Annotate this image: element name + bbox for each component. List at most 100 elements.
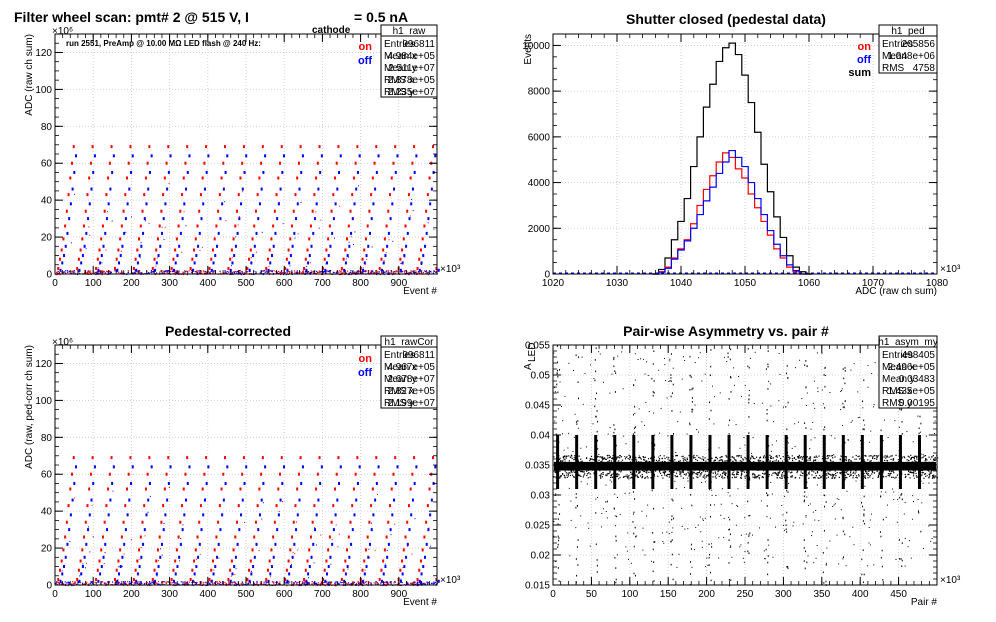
asym-point bbox=[569, 474, 572, 477]
data-point-off bbox=[327, 254, 330, 258]
data-point-baseline bbox=[293, 583, 295, 585]
data-point-off bbox=[363, 572, 366, 576]
data-point-sparse bbox=[394, 523, 396, 525]
data-point-on bbox=[100, 548, 103, 552]
asym-point bbox=[663, 471, 666, 473]
data-point-baseline bbox=[108, 271, 110, 273]
asym-point bbox=[857, 455, 859, 458]
data-point-baseline bbox=[74, 582, 76, 585]
data-point-baseline bbox=[227, 270, 229, 273]
data-point-baseline bbox=[71, 272, 73, 274]
asym-point bbox=[665, 463, 667, 465]
data-point-on bbox=[88, 487, 91, 491]
grid-raw bbox=[54, 34, 437, 275]
data-point-baseline bbox=[332, 271, 335, 274]
data-point-off bbox=[308, 565, 311, 569]
asym-point bbox=[779, 469, 781, 471]
data-point-off bbox=[317, 498, 320, 502]
asym-outlier bbox=[577, 564, 579, 566]
asym-point bbox=[731, 456, 733, 458]
asym-point bbox=[771, 465, 773, 468]
data-point-sparse bbox=[308, 577, 310, 579]
asym-point bbox=[770, 464, 773, 466]
asym-point bbox=[867, 467, 870, 469]
data-point-off bbox=[143, 217, 146, 221]
data-point-baseline bbox=[307, 271, 310, 273]
asym-point bbox=[800, 455, 802, 458]
data-point-baseline bbox=[95, 273, 97, 276]
asym-point bbox=[618, 460, 620, 462]
asym-point bbox=[869, 474, 871, 476]
asym-point bbox=[663, 472, 666, 475]
asym-point bbox=[779, 477, 781, 479]
data-point-off bbox=[346, 254, 349, 258]
data-point-baseline bbox=[176, 270, 178, 273]
data-point-off bbox=[396, 154, 399, 158]
asym-point bbox=[617, 473, 619, 475]
data-point-sparse bbox=[85, 562, 87, 564]
data-point-sparse bbox=[347, 568, 349, 570]
data-point-baseline bbox=[426, 272, 428, 274]
asym-point bbox=[882, 470, 884, 472]
asym-point bbox=[784, 477, 786, 479]
data-point-baseline bbox=[162, 583, 164, 585]
asym-point bbox=[752, 472, 754, 475]
data-point-on bbox=[83, 224, 86, 228]
data-point-baseline bbox=[303, 581, 306, 583]
asym-point bbox=[675, 476, 677, 478]
data-point-baseline bbox=[133, 271, 136, 273]
data-point-off bbox=[109, 498, 112, 502]
data-point-baseline bbox=[396, 270, 398, 272]
asym-point bbox=[666, 475, 668, 477]
data-point-off bbox=[131, 465, 134, 469]
data-point-baseline bbox=[141, 582, 143, 585]
data-point-on bbox=[126, 176, 129, 180]
data-point-baseline bbox=[185, 582, 187, 584]
asym-point bbox=[588, 472, 590, 474]
data-point-sparse bbox=[362, 267, 364, 269]
data-point-baseline bbox=[276, 271, 278, 273]
y-tick-label: 100 bbox=[35, 396, 52, 407]
asym-point bbox=[771, 474, 773, 476]
data-point-off bbox=[69, 513, 72, 517]
data-point-on bbox=[115, 257, 118, 261]
asym-point bbox=[667, 462, 669, 464]
data-point-baseline bbox=[121, 581, 123, 583]
data-point-baseline bbox=[240, 273, 242, 276]
data-point-baseline bbox=[137, 270, 139, 272]
data-point-sparse bbox=[88, 226, 90, 228]
asym-point bbox=[867, 473, 869, 475]
asym-point bbox=[811, 466, 813, 469]
asym-point bbox=[763, 457, 765, 459]
data-point-baseline bbox=[273, 270, 275, 272]
y-tick-label: 10000 bbox=[522, 41, 550, 52]
asym-point bbox=[759, 468, 761, 470]
data-point-baseline bbox=[198, 270, 200, 272]
data-point-on bbox=[407, 193, 410, 197]
asym-point bbox=[825, 474, 827, 476]
data-point-on bbox=[352, 176, 355, 180]
asym-point bbox=[609, 471, 611, 473]
data-point-on bbox=[172, 257, 175, 261]
asym-point bbox=[665, 465, 668, 467]
data-point-on bbox=[95, 266, 98, 270]
data-point-on bbox=[205, 456, 208, 460]
data-point-baseline bbox=[149, 581, 151, 583]
data-point-baseline bbox=[209, 272, 211, 274]
asym-point bbox=[769, 463, 771, 466]
asym-point bbox=[561, 462, 563, 464]
asym-point bbox=[930, 463, 933, 465]
asym-point bbox=[726, 475, 729, 478]
x-tick-label: 200 bbox=[123, 589, 140, 600]
asym-point bbox=[561, 460, 563, 462]
asym-point bbox=[836, 471, 838, 474]
data-point-sparse bbox=[218, 557, 220, 559]
data-point-on bbox=[385, 535, 388, 539]
data-point-baseline bbox=[315, 270, 318, 273]
data-point-off bbox=[279, 498, 282, 502]
data-point-off bbox=[142, 542, 145, 546]
y-tick-label: 2000 bbox=[528, 224, 551, 235]
data-point-sparse bbox=[314, 527, 316, 529]
data-point-on bbox=[217, 209, 220, 213]
asym-point bbox=[756, 475, 758, 478]
